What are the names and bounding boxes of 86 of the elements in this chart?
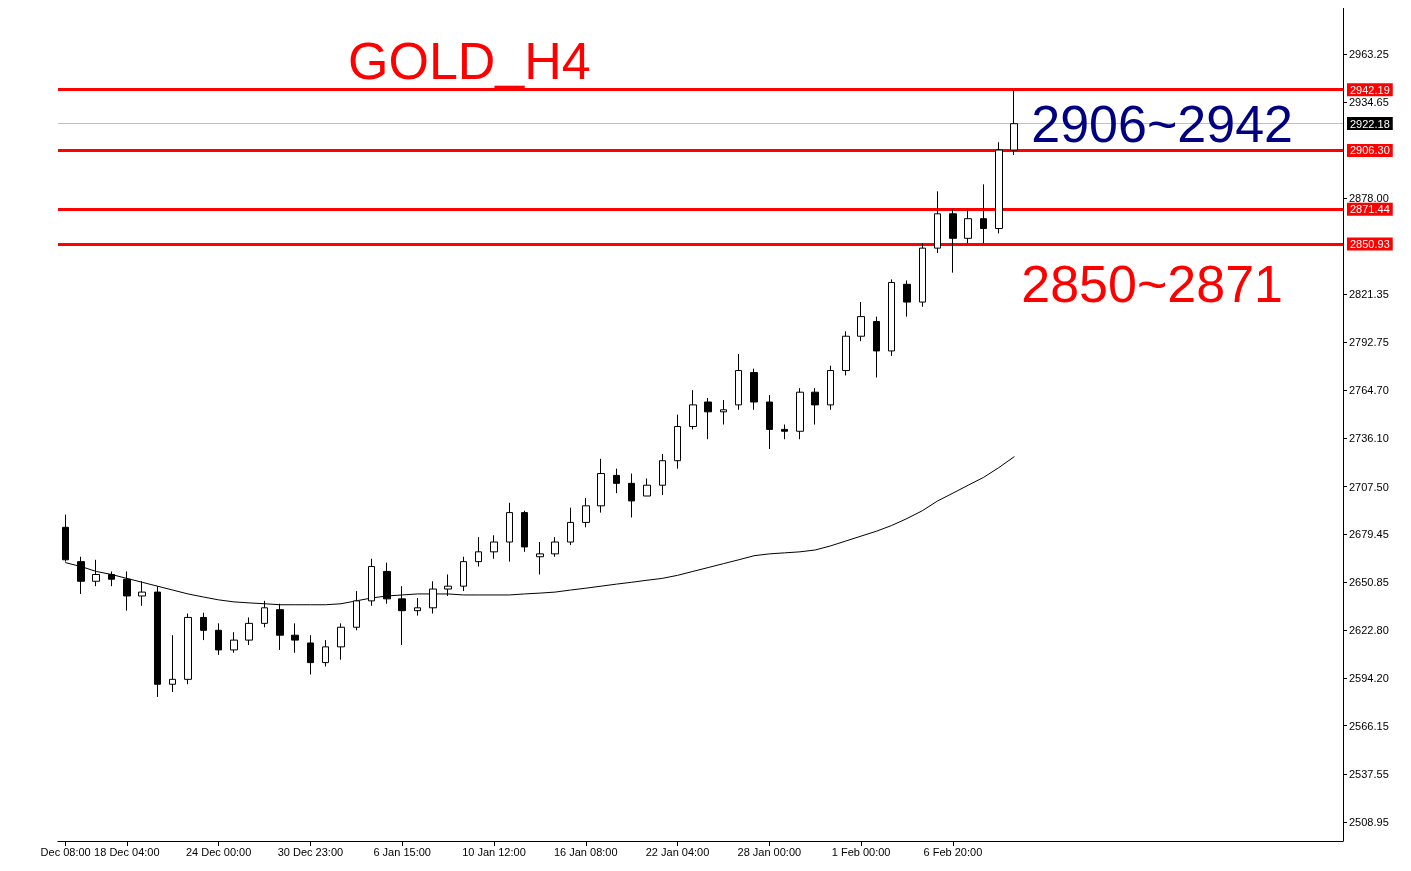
y-tick-label: 2650.85: [1349, 576, 1389, 589]
candlestick: [949, 208, 957, 274]
candlestick: [873, 316, 880, 378]
candlestick: [964, 208, 972, 244]
x-tick-label: 1 Feb 00:00: [831, 845, 891, 858]
candlestick: [92, 559, 100, 587]
y-tick-label: 2764.70: [1349, 383, 1389, 396]
candlestick: [811, 387, 819, 425]
y-tick-label: 2963.25: [1349, 48, 1389, 61]
y-tick-label: 2594.20: [1349, 672, 1389, 685]
candlestick: [919, 242, 926, 308]
candlestick: [934, 190, 941, 254]
x-tick-label: 28 Jan 00:00: [737, 845, 802, 858]
candlestick: [245, 616, 253, 646]
ref-line-label: 2850.93: [1350, 238, 1390, 251]
candlestick: [475, 536, 482, 568]
x-tick-label: 6 Jan 15:00: [373, 845, 431, 858]
candlestick: [643, 477, 651, 497]
ref-line-label: 2942.19: [1350, 83, 1390, 96]
y-tick-label: 2707.50: [1349, 480, 1389, 493]
y-tick-label: 2821.35: [1349, 288, 1389, 301]
candlestick: [506, 502, 513, 563]
x-tick-label: 22 Jan 04:00: [645, 845, 710, 858]
x-tick-label: 16 Jan 08:00: [553, 845, 618, 858]
y-tick-label: 2934.65: [1349, 96, 1389, 109]
candlestick: [766, 394, 773, 450]
candlestick: [735, 353, 742, 411]
candlestick: [857, 301, 865, 342]
candlestick: [307, 634, 314, 675]
x-tick-label: 18 Dec 04:00: [94, 845, 160, 858]
ref-line-label: 2906.30: [1350, 144, 1390, 157]
y-tick-label: 2508.95: [1349, 816, 1389, 829]
y-tick-label: 2878.00: [1349, 192, 1389, 205]
y-tick-label: 2736.10: [1349, 432, 1389, 445]
candlestick: [322, 639, 329, 667]
x-tick-label: 6 Feb 20:00: [923, 845, 983, 858]
candlestick: [750, 368, 758, 411]
candlestick: [490, 534, 498, 560]
candlestick: [200, 612, 207, 641]
candlestick: [628, 473, 635, 519]
ref-line-label: 2871.44: [1350, 203, 1390, 216]
candlestick: [169, 634, 176, 693]
candlestick: [460, 556, 467, 592]
text: GOLD_H4: [348, 32, 591, 90]
candlestick: [444, 573, 452, 597]
annotation: 2850~2871: [1021, 255, 1284, 313]
candlestick: [215, 622, 222, 656]
candlestick: [842, 330, 850, 376]
candlestick: [77, 556, 85, 595]
y-tick-label: 2792.75: [1349, 336, 1389, 349]
candlestick: [551, 536, 559, 558]
candlestick: [291, 622, 299, 654]
candlestick: [796, 387, 804, 440]
candlestick: [980, 183, 987, 244]
candlestick: [613, 468, 620, 494]
candlestick: [995, 141, 1003, 234]
candlestick: [337, 622, 345, 661]
y-tick-label: 2679.45: [1349, 527, 1389, 540]
y-tick-label: 2537.55: [1349, 767, 1389, 780]
candlestick: [903, 279, 911, 318]
candlestick: [720, 399, 727, 425]
y-tick-label: 2622.80: [1349, 623, 1389, 636]
x-tick-label: 10 Jan 12:00: [462, 845, 526, 858]
x-tick-label: 24 Dec 00:00: [185, 845, 252, 858]
candlestick: [414, 597, 421, 617]
annotation: 2906~2942: [1031, 95, 1294, 153]
y-tick-label: 2566.15: [1349, 719, 1389, 732]
candlestick: [689, 389, 697, 430]
candlestick: [888, 278, 895, 357]
candlestick: [536, 541, 544, 575]
candlestick: [674, 414, 681, 470]
candlestick: [597, 458, 605, 514]
candlestick: [827, 365, 834, 411]
x-tick-label: 30 Dec 23:00: [277, 845, 344, 858]
x-tick-label: Dec 08:00: [40, 845, 91, 858]
candlestick: [659, 453, 666, 496]
candlestick: [582, 497, 590, 528]
candlestick: [184, 613, 192, 685]
ref-line-label: 2922.18: [1350, 117, 1390, 130]
candlestick: [781, 424, 788, 440]
candlestick: [567, 507, 574, 546]
candlestick: [1010, 89, 1018, 156]
candlestick: [230, 631, 238, 654]
candlestick: [704, 397, 712, 440]
candlestick: [108, 570, 115, 587]
candlestick: [521, 510, 528, 553]
